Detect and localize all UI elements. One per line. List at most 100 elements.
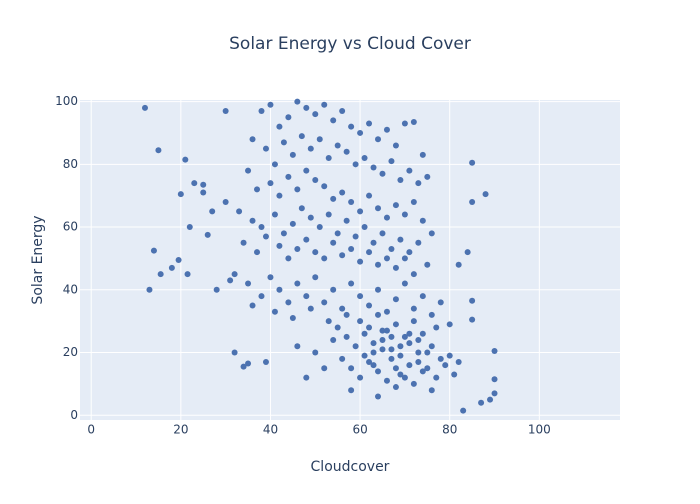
point [401,280,408,287]
point [357,318,364,325]
point [184,271,191,278]
point [437,299,444,306]
point [375,261,382,268]
point [289,315,296,322]
point [231,271,238,278]
point [469,159,476,166]
point [303,236,310,243]
point [321,365,328,372]
point [419,330,426,337]
point [236,208,243,215]
point [321,101,328,108]
point [455,261,462,268]
point [415,349,422,356]
point [424,349,431,356]
point [406,330,413,337]
point [289,151,296,158]
point [366,192,373,199]
point [375,393,382,400]
point [285,299,292,306]
point [410,271,417,278]
point [343,311,350,318]
y-tick-label: 60 [63,220,78,234]
point [388,333,395,340]
point [410,380,417,387]
point [370,362,377,369]
point [366,249,373,256]
point [343,333,350,340]
point [262,145,269,152]
point [213,286,220,293]
point [366,358,373,365]
point [339,189,346,196]
point [249,136,256,143]
point [437,355,444,362]
point [401,374,408,381]
point [330,117,337,124]
point [303,293,310,300]
point [392,202,399,209]
point [348,123,355,130]
y-tick-label: 80 [63,157,78,171]
point [357,374,364,381]
point [361,224,368,231]
point [357,208,364,215]
point [339,107,346,114]
point [383,214,390,221]
point [316,224,323,231]
y-tick-label: 40 [63,282,78,296]
point [271,211,278,218]
point [240,363,247,370]
x-axis-title: Cloudcover [311,459,390,475]
point [312,177,319,183]
point [294,280,301,287]
point [343,148,350,155]
point [397,371,404,378]
point [280,139,287,146]
point [312,274,319,281]
x-tick-label: 60 [352,423,367,437]
point [415,239,422,246]
point [245,280,252,287]
point [428,311,435,318]
point [487,396,494,403]
point [285,114,292,121]
point [348,246,355,253]
point [141,104,148,111]
point [155,147,162,154]
point [245,167,252,174]
point [469,316,476,323]
point [254,249,261,256]
point [433,374,440,381]
point [298,133,305,140]
point [231,349,238,356]
point [312,111,319,118]
point [401,333,408,340]
point [352,161,359,168]
point [469,297,476,304]
point [446,352,453,359]
point [415,180,422,187]
point [285,173,292,180]
point [294,246,301,253]
point [339,355,346,362]
point [330,239,337,246]
point [325,155,332,162]
point [379,327,386,334]
point [406,362,413,369]
point [375,368,382,375]
point [348,365,355,372]
point [419,217,426,224]
point [388,246,395,253]
point [375,205,382,212]
point [146,286,153,293]
point [150,247,157,254]
point [491,390,498,397]
point [460,407,467,414]
point [379,230,386,237]
point [289,220,296,227]
point [357,293,364,300]
point [388,355,395,362]
point [397,177,404,183]
